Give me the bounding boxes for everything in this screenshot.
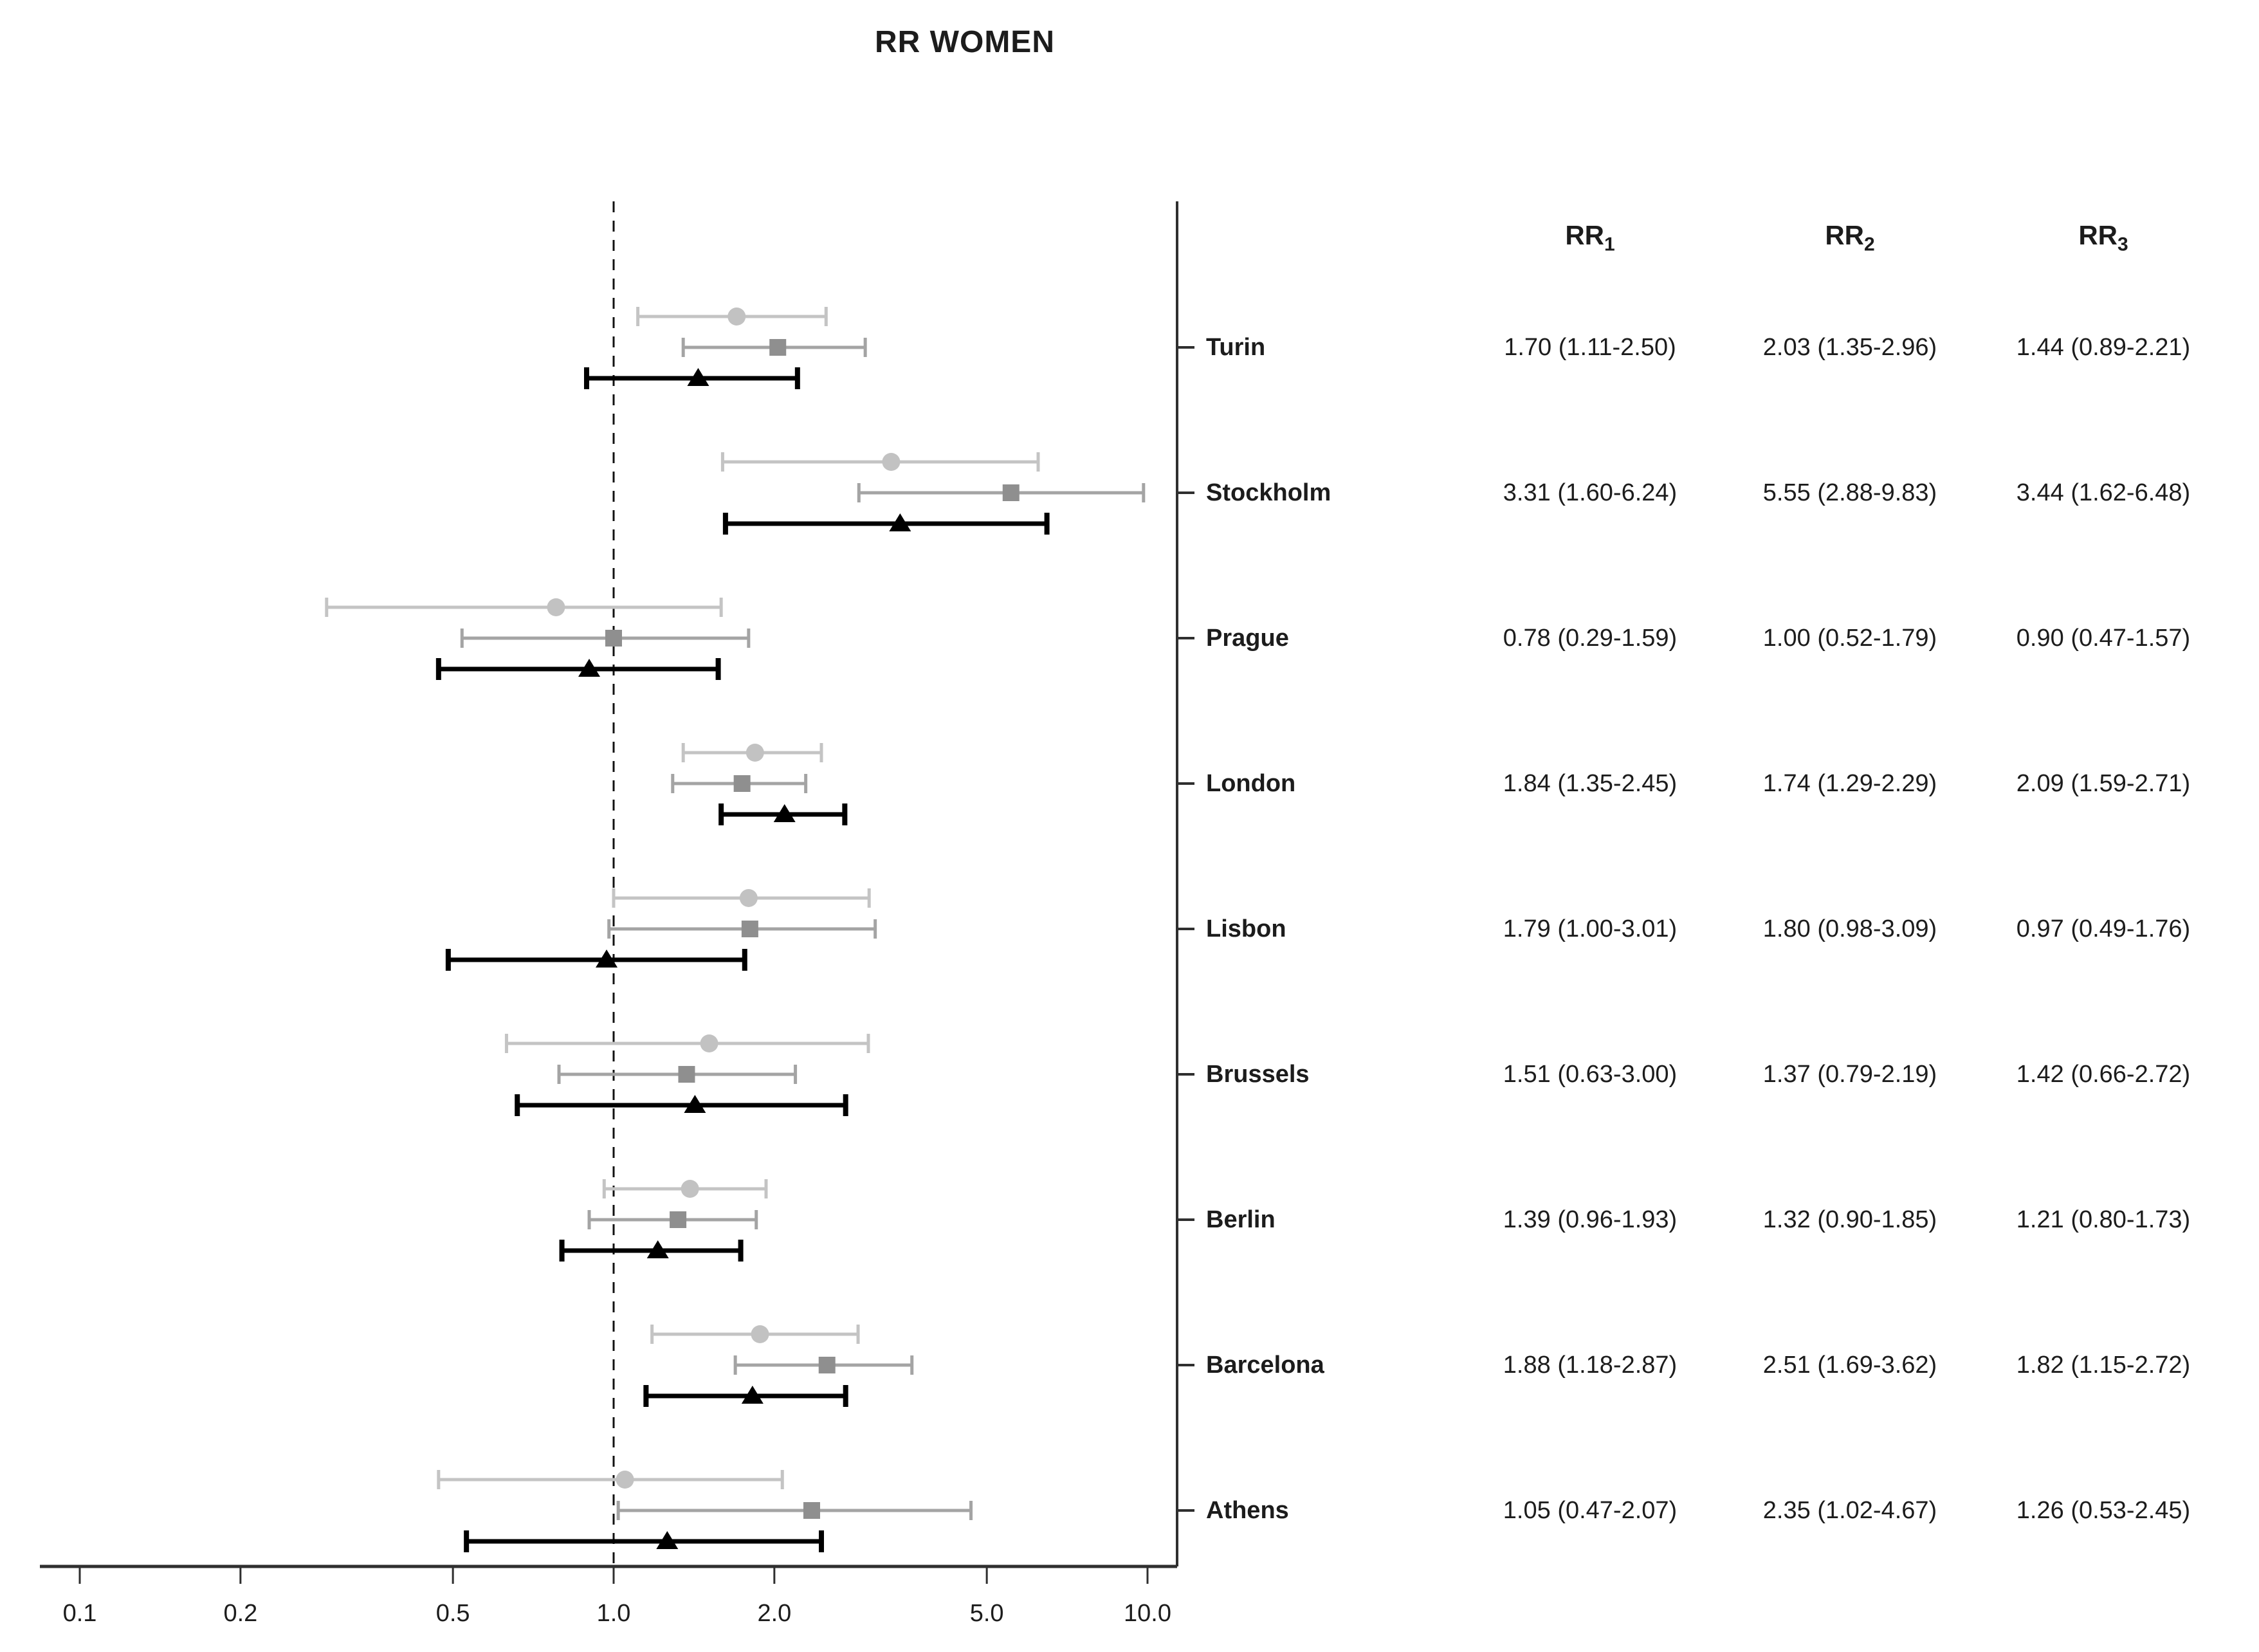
marker-circle-rr1 xyxy=(700,1034,718,1052)
rr1-value: 1.05 (0.47-2.07) xyxy=(1503,1497,1678,1524)
rr2-value: 1.37 (0.79-2.19) xyxy=(1762,1061,1937,1088)
city-label: Brussels xyxy=(1206,1061,1310,1088)
rr3-value: 1.42 (0.66-2.72) xyxy=(2016,1061,2191,1088)
rr2-value: 1.00 (0.52-1.79) xyxy=(1762,625,1937,652)
rr3-value: 0.97 (0.49-1.76) xyxy=(2016,915,2191,942)
marker-square-rr2 xyxy=(741,921,758,937)
marker-triangle-rr3 xyxy=(646,1240,669,1258)
marker-circle-rr1 xyxy=(681,1180,699,1198)
marker-square-rr2 xyxy=(733,775,751,792)
rr3-value: 3.44 (1.62-6.48) xyxy=(2016,479,2191,506)
x-tick-label: 1.0 xyxy=(597,1600,631,1627)
marker-square-rr2 xyxy=(769,339,787,356)
rr1-value: 3.31 (1.60-6.24) xyxy=(1503,479,1678,506)
marker-triangle-rr3 xyxy=(889,513,911,531)
rr2-value: 2.35 (1.02-4.67) xyxy=(1762,1497,1937,1524)
marker-circle-rr1 xyxy=(745,744,764,762)
x-tick-label: 0.5 xyxy=(436,1600,470,1627)
marker-triangle-rr3 xyxy=(656,1531,679,1549)
marker-square-rr2 xyxy=(803,1502,820,1519)
rr2-value: 1.80 (0.98-3.09) xyxy=(1762,915,1937,942)
marker-triangle-rr3 xyxy=(578,659,601,677)
rr3-value: 2.09 (1.59-2.71) xyxy=(2016,770,2191,797)
x-tick-label: 0.2 xyxy=(223,1600,257,1627)
city-label: Stockholm xyxy=(1206,479,1331,506)
rr2-value: 2.51 (1.69-3.62) xyxy=(1762,1352,1937,1379)
marker-triangle-rr3 xyxy=(687,368,709,386)
rr1-value: 1.51 (0.63-3.00) xyxy=(1503,1061,1678,1088)
rr1-value: 1.84 (1.35-2.45) xyxy=(1503,770,1678,797)
marker-circle-rr1 xyxy=(739,889,758,907)
marker-triangle-rr3 xyxy=(684,1095,706,1113)
marker-square-rr2 xyxy=(818,1357,836,1373)
marker-circle-rr1 xyxy=(727,307,746,326)
rr2-value: 1.74 (1.29-2.29) xyxy=(1762,770,1937,797)
column-header-rr2: RR2 xyxy=(1702,220,1998,255)
column-header-rr3: RR3 xyxy=(1955,220,2251,255)
rr3-value: 1.21 (0.80-1.73) xyxy=(2016,1206,2191,1233)
rr3-value: 1.82 (1.15-2.72) xyxy=(2016,1352,2191,1379)
marker-square-rr2 xyxy=(1002,484,1020,501)
x-tick-label: 0.1 xyxy=(63,1600,97,1627)
rr1-value: 1.70 (1.11-2.50) xyxy=(1504,334,1676,361)
header-rr1-sub: 1 xyxy=(1604,234,1615,255)
chart-title: RR WOMEN xyxy=(875,25,1055,59)
marker-circle-rr1 xyxy=(882,453,901,471)
rr1-value: 1.88 (1.18-2.87) xyxy=(1503,1352,1678,1379)
x-tick-label: 10.0 xyxy=(1124,1600,1171,1627)
rr1-value: 1.39 (0.96-1.93) xyxy=(1503,1206,1678,1233)
column-header-rr1: RR1 xyxy=(1442,220,1738,255)
header-rr3-sub: 3 xyxy=(2117,234,2128,255)
rr3-value: 1.44 (0.89-2.21) xyxy=(2016,334,2191,361)
header-rr3-base: RR xyxy=(2078,220,2117,250)
rr2-value: 5.55 (2.88-9.83) xyxy=(1762,479,1937,506)
marker-triangle-rr3 xyxy=(741,1386,764,1404)
city-label: Prague xyxy=(1206,625,1289,652)
x-tick-label: 2.0 xyxy=(757,1600,791,1627)
header-rr2-base: RR xyxy=(1825,220,1864,250)
marker-circle-rr1 xyxy=(751,1325,769,1343)
marker-circle-rr1 xyxy=(547,598,565,616)
marker-triangle-rr3 xyxy=(773,804,796,822)
city-label: Athens xyxy=(1206,1497,1289,1524)
rr1-value: 0.78 (0.29-1.59) xyxy=(1503,625,1678,652)
marker-square-rr2 xyxy=(678,1066,695,1083)
marker-square-rr2 xyxy=(605,630,622,647)
marker-square-rr2 xyxy=(670,1211,687,1228)
x-tick-label: 5.0 xyxy=(970,1600,1004,1627)
header-rr2-sub: 2 xyxy=(1863,234,1875,255)
city-label: Barcelona xyxy=(1206,1352,1324,1379)
city-label: Turin xyxy=(1206,334,1266,361)
city-label: Lisbon xyxy=(1206,915,1286,942)
header-rr1-base: RR xyxy=(1565,220,1604,250)
marker-circle-rr1 xyxy=(616,1471,634,1489)
marker-triangle-rr3 xyxy=(596,950,618,968)
city-label: London xyxy=(1206,770,1296,797)
city-label: Berlin xyxy=(1206,1206,1276,1233)
rr2-value: 2.03 (1.35-2.96) xyxy=(1762,334,1937,361)
rr3-value: 0.90 (0.47-1.57) xyxy=(2016,625,2191,652)
rr1-value: 1.79 (1.00-3.01) xyxy=(1503,915,1678,942)
rr3-value: 1.26 (0.53-2.45) xyxy=(2016,1497,2191,1524)
rr2-value: 1.32 (0.90-1.85) xyxy=(1762,1206,1937,1233)
